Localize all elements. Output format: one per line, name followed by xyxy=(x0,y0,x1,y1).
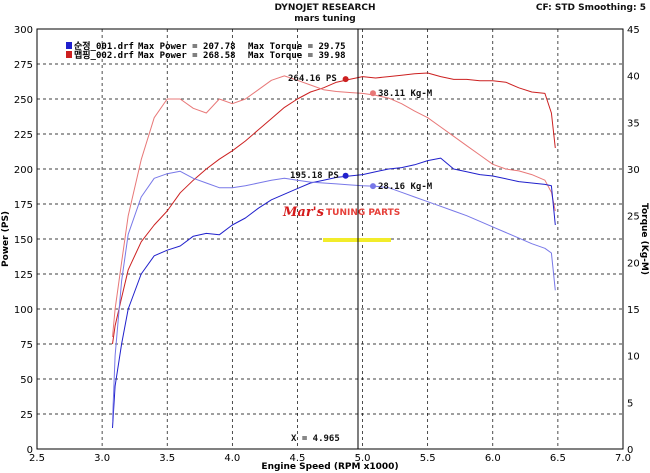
watermark-logo: Mar's TUNING PARTS xyxy=(282,205,400,242)
y-tick-label-right: 35 xyxy=(627,118,640,129)
cursor-readout: X = 4.965 xyxy=(291,434,340,444)
y-tick-label-left: 275 xyxy=(14,60,33,71)
y-axis-title-right: Torque (Kg-M) xyxy=(639,203,649,275)
chart-subtitle: mars tuning xyxy=(294,14,355,24)
legend-power-stock: Max Power = 207.78 xyxy=(138,42,236,52)
chart-title: DYNOJET RESEARCH xyxy=(274,3,375,13)
legend-swatch-stock xyxy=(66,42,72,49)
watermark-underline xyxy=(323,238,391,242)
y-tick-label-left: 25 xyxy=(20,410,33,421)
x-tick-label: 3.0 xyxy=(94,453,110,464)
y-tick-label-left: 100 xyxy=(14,305,33,316)
stock-torque-line xyxy=(112,170,556,422)
stock-power-line xyxy=(112,157,556,429)
mapped-torque-marker xyxy=(369,90,376,97)
grid xyxy=(37,29,623,449)
y-tick-label-left: 50 xyxy=(20,375,33,386)
y-axis-title-left: Power (PS) xyxy=(1,211,11,267)
blue-power-readout: 195.18 PS xyxy=(290,171,339,181)
legend-swatch-mapped xyxy=(66,51,72,58)
red-torque-readout: 38.11 Kg-M xyxy=(378,89,433,99)
y-tick-label-left: 150 xyxy=(14,235,33,246)
y-tick-label-right: 5 xyxy=(627,398,633,409)
y-tick-label-left: 250 xyxy=(14,95,33,106)
x-tick-label: 3.5 xyxy=(159,453,175,464)
y-tick-label-right: 30 xyxy=(627,165,640,176)
blue-torque-readout: 28.16 Kg-M xyxy=(378,182,433,192)
x-tick-label: 6.5 xyxy=(550,453,566,464)
mapped-power-marker xyxy=(342,76,349,83)
x-tick-label: 4.5 xyxy=(289,453,305,464)
y-tick-label-right: 0 xyxy=(627,445,633,456)
y-tick-label-left: 0 xyxy=(27,445,33,456)
y-tick-label-right: 40 xyxy=(627,72,640,83)
x-tick-label: 7.0 xyxy=(615,453,631,464)
y-tick-label-right: 25 xyxy=(627,212,640,223)
series-layer xyxy=(112,72,556,429)
x-axis-title: Engine Speed (RPM x1000) xyxy=(261,462,398,472)
y-tick-label-left: 75 xyxy=(20,340,33,351)
stock-power-marker xyxy=(342,172,349,179)
y-tick-label-right: 15 xyxy=(627,305,640,316)
legend-power-mapped: Max Power = 268.58 xyxy=(138,51,236,61)
y-tick-label-left: 200 xyxy=(14,165,33,176)
y-tick-label-right: 45 xyxy=(627,25,640,36)
y-tick-label-left: 175 xyxy=(14,200,33,211)
stock-torque-marker xyxy=(369,183,376,190)
x-tick-label: 6.0 xyxy=(485,453,501,464)
axis-ticks: 2.5 3.0 3.5 4.0 4.5 5.0 5.5 6.0 6.5 7.00255075100… xyxy=(14,25,640,464)
legend-torque-mapped: Max Torque = 39.98 xyxy=(248,51,346,61)
y-tick-label-right: 20 xyxy=(627,258,640,269)
legend: 순정_001.drf Max Power = 207.78 Max Torque… xyxy=(66,40,346,61)
x-tick-label: 5.0 xyxy=(355,453,371,464)
legend-file-mapped: 맵핑_002.drf xyxy=(74,49,134,61)
y-tick-label-left: 125 xyxy=(14,270,33,281)
legend-torque-stock: Max Torque = 29.75 xyxy=(248,42,346,52)
watermark-brand: Mar's xyxy=(282,205,325,220)
legend-file-stock: 순정_001.drf xyxy=(74,40,134,52)
x-tick-label: 4.0 xyxy=(224,453,240,464)
x-tick-label: 2.5 xyxy=(29,453,45,464)
red-power-readout: 264.16 PS xyxy=(288,74,337,84)
y-tick-label-left: 225 xyxy=(14,130,33,141)
x-tick-label: 5.5 xyxy=(420,453,436,464)
settings-label: CF: STD Smoothing: 5 xyxy=(536,3,646,13)
y-tick-label-left: 300 xyxy=(14,25,33,36)
mapped-power-line xyxy=(112,72,556,345)
watermark-tag: TUNING PARTS xyxy=(326,208,400,218)
marker-layer xyxy=(342,76,376,190)
mapped-torque-line xyxy=(112,75,556,338)
y-tick-label-right: 10 xyxy=(627,352,640,363)
